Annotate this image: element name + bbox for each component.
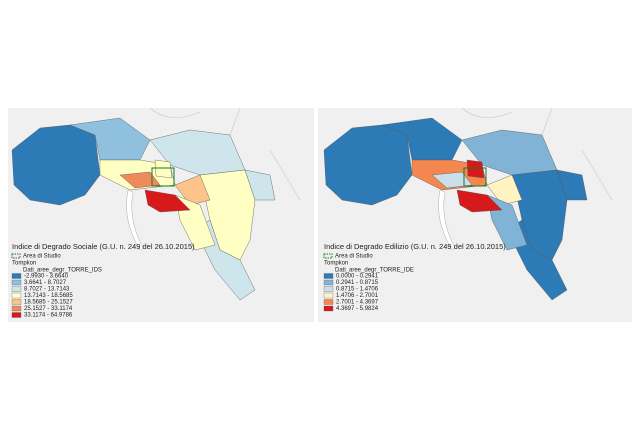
legend-swatch bbox=[11, 279, 22, 286]
district bbox=[431, 171, 473, 189]
legend-swatch bbox=[323, 286, 334, 292]
legend-swatch bbox=[11, 312, 22, 318]
district bbox=[466, 159, 485, 179]
district bbox=[486, 174, 523, 206]
legend-swatch bbox=[323, 292, 334, 299]
study-area-outline bbox=[463, 167, 487, 187]
map: Indice di Degrado Edilizio (G.U. n. 249 … bbox=[323, 107, 613, 312]
layer-name: Tompkon bbox=[12, 261, 36, 267]
legend-label: 33.1174 - 64.9786 bbox=[24, 313, 73, 319]
legend-title: Indice di Degrado Sociale (G.U. n. 249 d… bbox=[12, 242, 195, 251]
legend-swatch bbox=[11, 273, 22, 279]
legend-label: 18.5685 - 25.1527 bbox=[24, 300, 73, 306]
legend-swatch bbox=[323, 299, 334, 305]
legend-swatch bbox=[11, 305, 22, 312]
legend-label: 0.0000 - 0.2941 bbox=[336, 274, 379, 280]
legend-label: 25.1527 - 33.1174 bbox=[24, 306, 73, 312]
field-name: Dati_aree_degr_TORRE_IDE bbox=[335, 268, 414, 274]
layer-name: Tompkon bbox=[324, 261, 348, 267]
map: Indice di Degrado Sociale (G.U. n. 249 d… bbox=[11, 107, 301, 319]
legend-swatch bbox=[323, 305, 334, 312]
district bbox=[556, 169, 588, 201]
district bbox=[244, 169, 276, 201]
district bbox=[11, 124, 101, 206]
legend-swatch bbox=[11, 286, 22, 292]
legend-label: 0.8715 - 1.4706 bbox=[336, 287, 379, 293]
road bbox=[461, 107, 613, 201]
field-name: Dati_aree_degr_TORRE_IDS bbox=[23, 268, 102, 274]
legend-swatch bbox=[323, 279, 334, 286]
legend-label: -2.9930 - 3.6640 bbox=[24, 274, 69, 280]
legend-label: 8.7027 - 13.7143 bbox=[24, 287, 70, 293]
legend-label: 13.7143 - 18.5685 bbox=[24, 293, 73, 299]
district bbox=[154, 159, 173, 179]
district bbox=[323, 124, 413, 206]
legend-swatch bbox=[323, 273, 334, 279]
legend-title: Indice di Degrado Edilizio (G.U. n. 249 … bbox=[324, 242, 506, 251]
legend-label: 2.7001 - 4.3697 bbox=[336, 300, 379, 306]
legend-swatch bbox=[11, 299, 22, 305]
legend-label: 0.2941 - 0.8715 bbox=[336, 280, 379, 286]
legend-label: 4.3697 - 5.9824 bbox=[336, 306, 379, 312]
study-area-outline bbox=[151, 167, 175, 187]
legend-label: Area di Studio bbox=[23, 254, 61, 260]
study-area-swatch bbox=[323, 253, 333, 259]
study-area-swatch bbox=[11, 253, 21, 259]
legend-label: 1.4706 - 2.7001 bbox=[336, 293, 379, 299]
district bbox=[119, 171, 161, 189]
legend-label: 3.6641 - 8.7027 bbox=[24, 280, 67, 286]
legend-label: Area di Studio bbox=[335, 254, 373, 260]
district bbox=[144, 189, 191, 213]
legend-swatch bbox=[11, 292, 22, 299]
pier bbox=[438, 189, 456, 251]
road bbox=[149, 107, 301, 201]
pier bbox=[126, 189, 144, 251]
district bbox=[174, 174, 211, 206]
district bbox=[456, 189, 503, 213]
